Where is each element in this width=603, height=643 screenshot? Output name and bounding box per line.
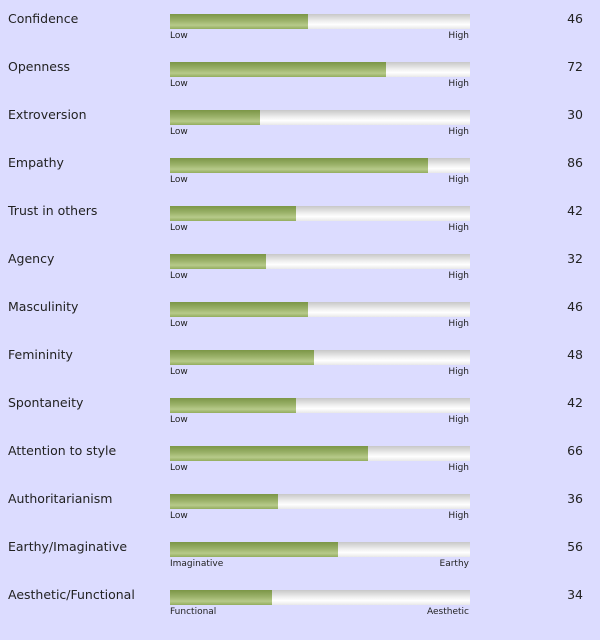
trait-bar-fill — [170, 302, 308, 317]
trait-row-attention-to-style: Attention to style Low High 66 — [0, 432, 600, 480]
trait-bar-fill — [170, 590, 272, 605]
trait-low-label: Low — [170, 127, 188, 137]
trait-bar-fill — [170, 542, 338, 557]
trait-label: Agency — [8, 251, 55, 266]
trait-low-label: Functional — [170, 607, 217, 617]
trait-high-label: High — [448, 367, 469, 377]
trait-high-label: High — [448, 415, 469, 425]
trait-high-label: High — [448, 31, 469, 41]
trait-bar-track — [170, 542, 470, 557]
trait-bar-track — [170, 158, 470, 173]
trait-value: 32 — [567, 251, 583, 266]
trait-high-label: High — [448, 79, 469, 89]
trait-low-label: Imaginative — [170, 559, 224, 569]
trait-row-femininity: Femininity Low High 48 — [0, 336, 600, 384]
trait-row-aesthetic-functional: Aesthetic/Functional Functional Aestheti… — [0, 576, 600, 624]
trait-row-extroversion: Extroversion Low High 30 — [0, 96, 600, 144]
trait-high-label: High — [448, 511, 469, 521]
trait-low-label: Low — [170, 463, 188, 473]
trait-label: Authoritarianism — [8, 491, 113, 506]
trait-high-label: High — [448, 271, 469, 281]
trait-row-confidence: Confidence Low High 46 — [0, 0, 600, 48]
trait-label: Confidence — [8, 11, 79, 26]
trait-bar-fill — [170, 494, 278, 509]
trait-low-label: Low — [170, 367, 188, 377]
trait-low-label: Low — [170, 175, 188, 185]
trait-label: Earthy/Imaginative — [8, 539, 128, 554]
trait-value: 42 — [567, 203, 583, 218]
trait-bar-track — [170, 14, 470, 29]
trait-row-earthy-imaginative: Earthy/Imaginative Imaginative Earthy 56 — [0, 528, 600, 576]
trait-high-label: Aesthetic — [427, 607, 469, 617]
trait-bar-fill — [170, 446, 368, 461]
trait-bar-fill — [170, 350, 314, 365]
trait-value: 72 — [567, 59, 583, 74]
trait-row-spontaneity: Spontaneity Low High 42 — [0, 384, 600, 432]
trait-label: Masculinity — [8, 299, 79, 314]
trait-bar-fill — [170, 62, 386, 77]
trait-row-masculinity: Masculinity Low High 46 — [0, 288, 600, 336]
trait-value: 56 — [567, 539, 583, 554]
trait-low-label: Low — [170, 271, 188, 281]
trait-value: 42 — [567, 395, 583, 410]
trait-row-agency: Agency Low High 32 — [0, 240, 600, 288]
trait-bar-fill — [170, 158, 428, 173]
trait-high-label: High — [448, 175, 469, 185]
trait-bar-track — [170, 494, 470, 509]
trait-high-label: Earthy — [439, 559, 469, 569]
trait-value: 30 — [567, 107, 583, 122]
trait-value: 46 — [567, 299, 583, 314]
trait-high-label: High — [448, 127, 469, 137]
trait-high-label: High — [448, 463, 469, 473]
trait-row-empathy: Empathy Low High 86 — [0, 144, 600, 192]
trait-label: Empathy — [8, 155, 64, 170]
trait-low-label: Low — [170, 31, 188, 41]
trait-label: Aesthetic/Functional — [8, 587, 135, 602]
trait-bar-track — [170, 206, 470, 221]
trait-bar-track — [170, 590, 470, 605]
trait-bar-fill — [170, 398, 296, 413]
trait-bar-track — [170, 302, 470, 317]
trait-bar-track — [170, 350, 470, 365]
trait-value: 36 — [567, 491, 583, 506]
trait-low-label: Low — [170, 319, 188, 329]
trait-value: 34 — [567, 587, 583, 602]
trait-value: 86 — [567, 155, 583, 170]
trait-row-authoritarianism: Authoritarianism Low High 36 — [0, 480, 600, 528]
trait-label: Openness — [8, 59, 71, 74]
trait-low-label: Low — [170, 511, 188, 521]
trait-bar-track — [170, 254, 470, 269]
trait-low-label: Low — [170, 415, 188, 425]
trait-value: 66 — [567, 443, 583, 458]
trait-label: Femininity — [8, 347, 73, 362]
trait-bar-fill — [170, 14, 308, 29]
trait-value: 48 — [567, 347, 583, 362]
trait-high-label: High — [448, 319, 469, 329]
trait-label: Spontaneity — [8, 395, 84, 410]
trait-bar-track — [170, 398, 470, 413]
trait-row-openness: Openness Low High 72 — [0, 48, 600, 96]
trait-label: Trust in others — [8, 203, 98, 218]
trait-bar-track — [170, 62, 470, 77]
trait-bar-fill — [170, 254, 266, 269]
trait-low-label: Low — [170, 223, 188, 233]
trait-low-label: Low — [170, 79, 188, 89]
trait-value: 46 — [567, 11, 583, 26]
trait-bar-fill — [170, 110, 260, 125]
trait-label: Extroversion — [8, 107, 87, 122]
trait-label: Attention to style — [8, 443, 117, 458]
trait-bar-track — [170, 110, 470, 125]
trait-bar-fill — [170, 206, 296, 221]
trait-bar-track — [170, 446, 470, 461]
trait-high-label: High — [448, 223, 469, 233]
trait-row-trust-in-others: Trust in others Low High 42 — [0, 192, 600, 240]
